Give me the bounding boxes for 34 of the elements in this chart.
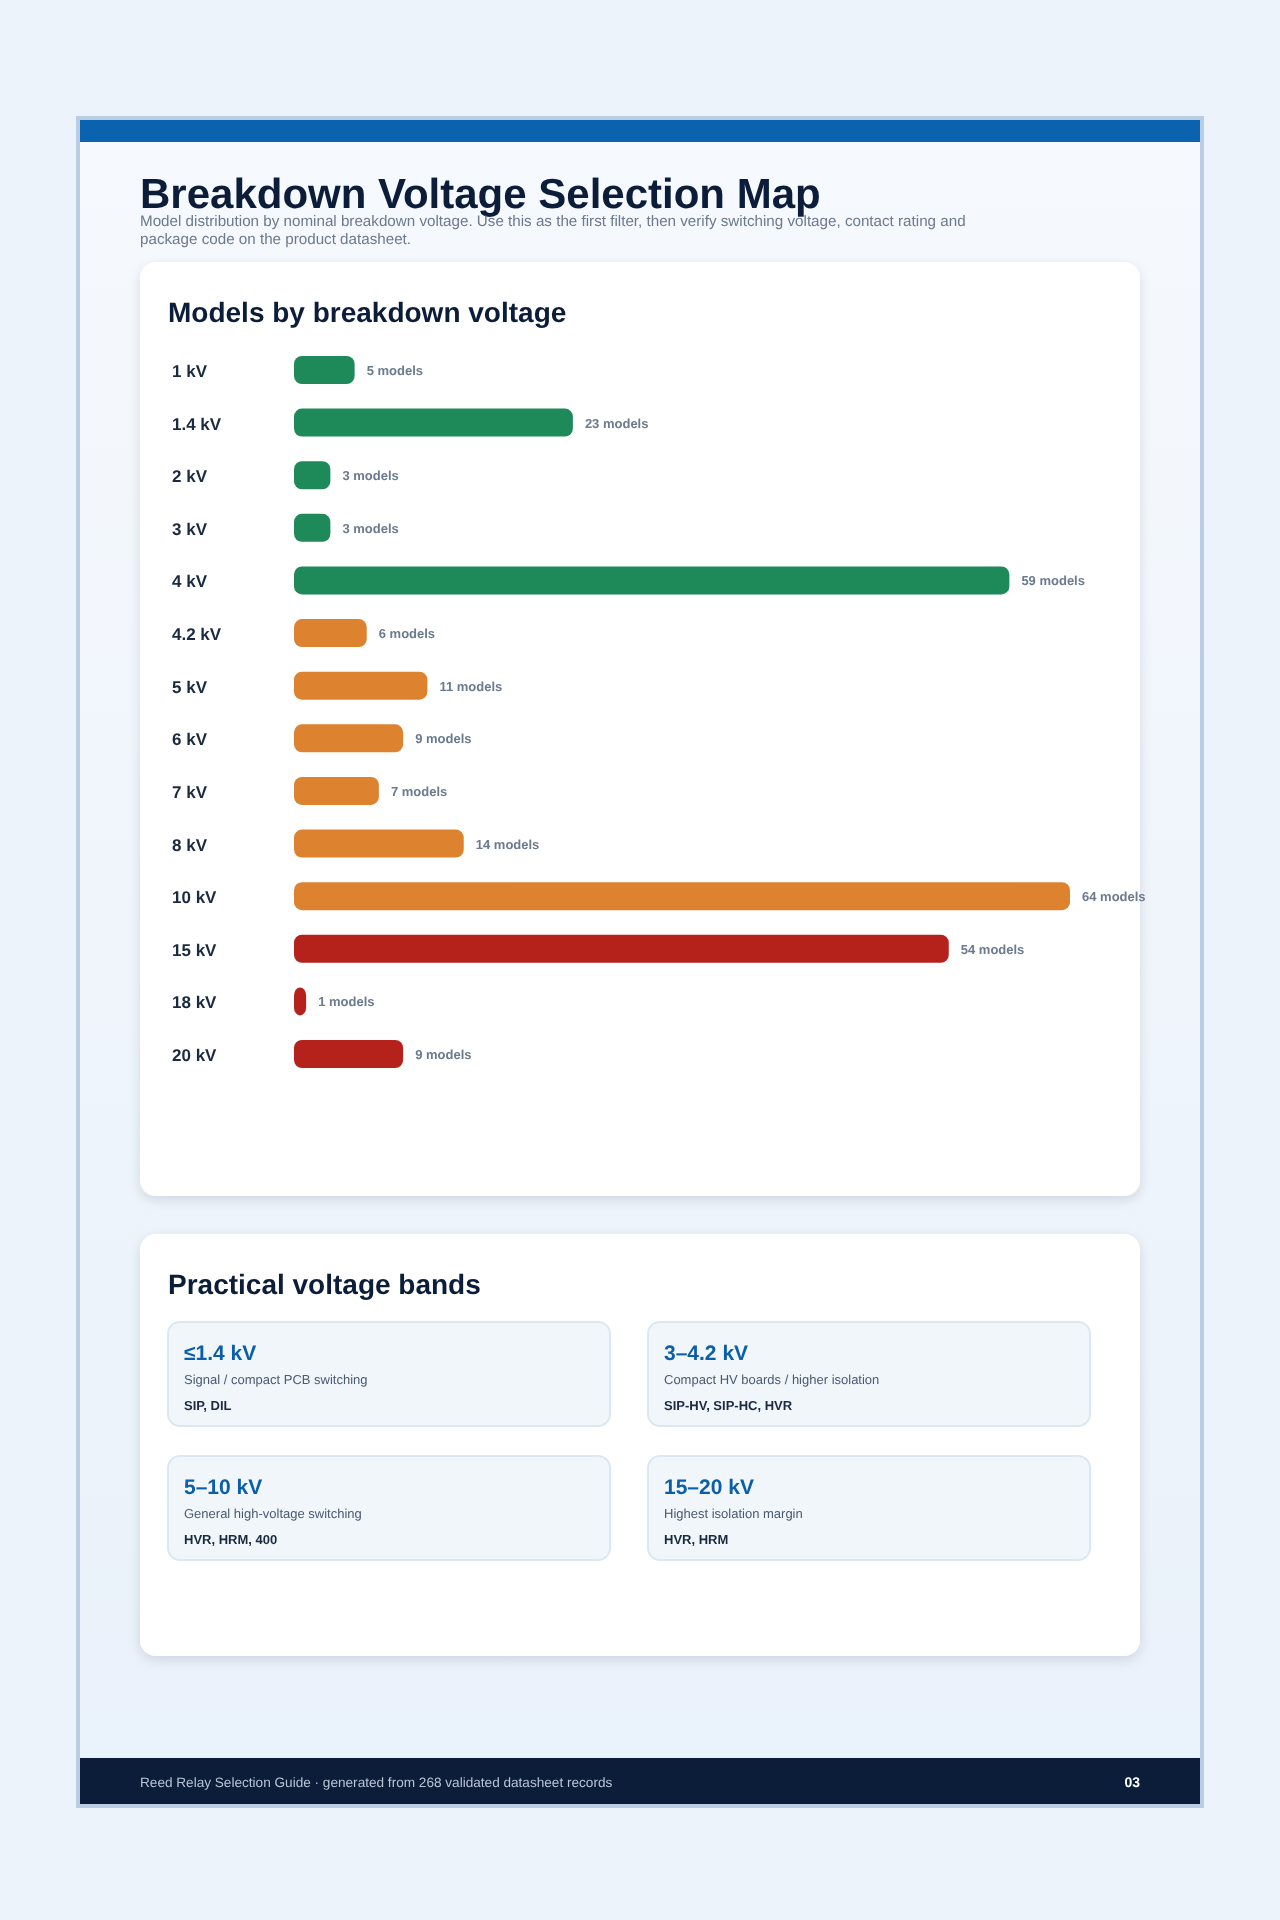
text: ≤1.4 kV <box>184 1342 257 1366</box>
bar <box>294 671 428 700</box>
y-tick-label: 1.4 kV <box>172 413 222 434</box>
y-tick-label: 2 kV <box>172 466 208 487</box>
bar <box>294 776 379 805</box>
bar <box>294 356 355 384</box>
y-tick-label: 5 kV <box>172 676 208 697</box>
y-tick-label: 4.2 kV <box>172 624 222 645</box>
text: Breakdown Voltage Selection Map <box>140 172 821 218</box>
y-tick-label: 1 kV <box>172 361 208 381</box>
y-tick-label: 4 kV <box>172 571 208 592</box>
bar <box>294 934 949 963</box>
y-tick-label: 8 kV <box>172 834 208 855</box>
bar <box>294 829 464 858</box>
y-tick-label: 18 kV <box>172 992 218 1013</box>
bar <box>294 882 1070 911</box>
y-tick-label: 20 kV <box>172 1045 218 1065</box>
bar <box>294 566 1010 595</box>
bar <box>294 513 331 542</box>
y-tick-label: 7 kV <box>172 781 208 802</box>
bar <box>294 461 331 490</box>
y-tick-label: 6 kV <box>172 729 208 750</box>
text: 15–20 kV <box>664 1476 754 1500</box>
text: Practical voltage bands <box>168 1268 482 1300</box>
text: 5–10 kV <box>184 1476 263 1500</box>
bar <box>294 408 573 437</box>
text: 3–4.2 kV <box>664 1342 749 1366</box>
y-tick-label: 15 kV <box>172 939 218 960</box>
chart-title: Models by breakdown voltage <box>168 296 567 328</box>
y-tick-label: 3 kV <box>172 518 208 539</box>
bar <box>294 619 367 648</box>
bar <box>294 1040 404 1068</box>
bar <box>294 724 404 753</box>
y-tick-label: 10 kV <box>172 887 218 908</box>
